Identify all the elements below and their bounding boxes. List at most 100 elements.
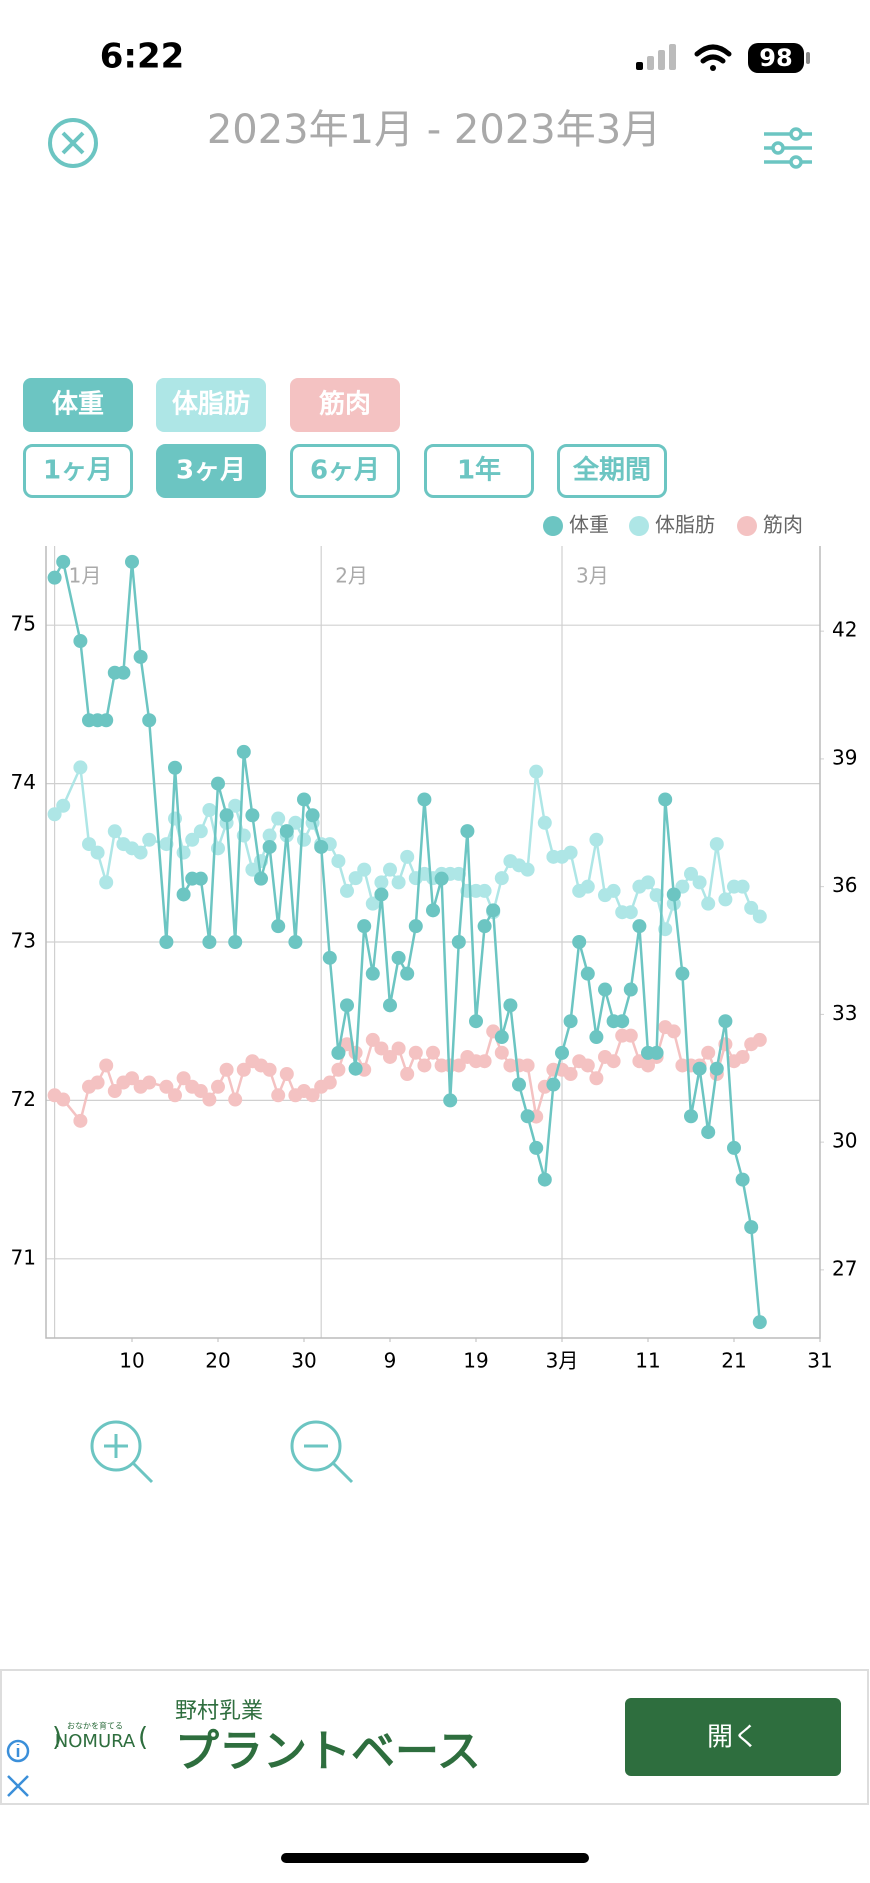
wifi-icon <box>694 44 732 71</box>
ad-open-button[interactable] <box>625 1698 841 1776</box>
data-point <box>675 966 690 981</box>
data-point <box>494 1045 509 1060</box>
data-point <box>606 883 621 898</box>
data-point <box>572 935 587 949</box>
data-point <box>752 909 767 924</box>
data-point <box>331 854 346 869</box>
data-point <box>718 892 733 907</box>
data-point <box>417 1058 432 1073</box>
range-button-bg <box>424 444 534 498</box>
data-point <box>641 875 655 890</box>
range-button[interactable]: 全期間 <box>557 444 667 498</box>
y2-tick-label: 30 <box>832 1129 857 1153</box>
data-point <box>408 919 423 934</box>
data-point <box>159 1079 174 1094</box>
data-point <box>752 1032 767 1047</box>
range-button-label: 1ヶ月 <box>43 456 113 486</box>
metric-button[interactable]: 体脂肪 <box>156 378 266 432</box>
data-point <box>305 1088 320 1103</box>
data-point <box>374 887 389 902</box>
data-point <box>537 1172 552 1187</box>
data-point <box>331 1045 346 1060</box>
range-button[interactable]: 1ヶ月 <box>23 444 133 498</box>
metric-button-bg <box>290 378 400 432</box>
battery-icon <box>748 43 804 73</box>
data-point <box>589 832 604 847</box>
data-point <box>262 839 277 854</box>
x-tick-label: 3月 <box>546 1349 579 1373</box>
data-point <box>383 1049 397 1064</box>
settings-button[interactable] <box>764 127 812 169</box>
data-point <box>692 875 707 890</box>
legend-swatch <box>737 516 757 536</box>
data-point <box>322 1075 337 1090</box>
data-point <box>735 1172 750 1187</box>
legend-label: 筋肉 <box>763 513 803 537</box>
data-point <box>735 879 750 894</box>
data-point <box>400 1067 415 1081</box>
data-point <box>666 887 681 902</box>
data-point <box>73 634 88 649</box>
metric-button[interactable]: 筋肉 <box>290 378 400 432</box>
data-point <box>82 837 96 852</box>
ad-info-icon[interactable] <box>6 1739 30 1797</box>
data-point <box>701 1045 716 1060</box>
data-point <box>348 871 363 886</box>
data-point <box>744 1220 759 1235</box>
data-point <box>374 1041 389 1056</box>
data-point <box>623 982 638 997</box>
data-point <box>400 849 415 864</box>
data-point <box>563 845 578 860</box>
metric-button-label: 体脂肪 <box>172 390 250 420</box>
data-point <box>391 1041 406 1056</box>
data-point <box>340 1037 354 1052</box>
y2-tick-label: 39 <box>832 745 857 769</box>
header-title: 2023年1月 - 2023年3月 <box>207 107 661 153</box>
data-point <box>331 1062 346 1077</box>
x-tick-label: 20 <box>205 1349 230 1373</box>
range-button[interactable]: 1年 <box>424 444 534 498</box>
data-point <box>357 919 372 934</box>
data-point <box>365 1032 380 1047</box>
close-button[interactable] <box>48 118 98 168</box>
month-label: 2月 <box>335 564 368 588</box>
data-point <box>357 862 372 877</box>
range-button-label: 1年 <box>457 455 501 486</box>
data-point <box>107 1084 122 1099</box>
data-point <box>417 792 432 807</box>
data-point <box>176 1071 191 1086</box>
data-point <box>426 903 440 918</box>
data-point <box>512 1077 526 1092</box>
zoom-in-button[interactable] <box>90 1420 154 1484</box>
data-point <box>73 760 88 775</box>
data-point <box>546 1077 561 1092</box>
ad-logo-bracket: ) <box>52 1723 62 1753</box>
metric-button-label: 筋肉 <box>319 389 371 420</box>
data-point <box>133 649 148 664</box>
data-point <box>684 1109 698 1124</box>
data-point <box>176 845 191 860</box>
battery-tip <box>806 52 810 64</box>
status-time: 6:22 <box>100 37 185 77</box>
data-point <box>451 866 466 881</box>
data-point <box>107 824 122 839</box>
data-point <box>116 665 131 680</box>
data-point <box>529 1140 544 1155</box>
range-button-label: 6ヶ月 <box>310 456 380 486</box>
data-point <box>580 966 595 981</box>
data-point <box>426 1045 440 1060</box>
metric-button[interactable]: 体重 <box>23 378 133 432</box>
metric-button-bg <box>156 378 266 432</box>
data-point <box>365 966 380 981</box>
data-point <box>658 792 673 807</box>
data-point <box>615 1014 630 1029</box>
y-tick-label: 75 <box>11 612 36 636</box>
data-point <box>589 1071 604 1086</box>
range-button[interactable]: 6ヶ月 <box>290 444 400 498</box>
range-button[interactable]: 3ヶ月 <box>156 444 266 498</box>
data-point <box>460 824 475 839</box>
zoom-out-button[interactable] <box>290 1420 354 1484</box>
metric-button-label: 体重 <box>52 390 104 420</box>
data-point <box>400 966 415 981</box>
legend-label: 体脂肪 <box>655 513 715 537</box>
